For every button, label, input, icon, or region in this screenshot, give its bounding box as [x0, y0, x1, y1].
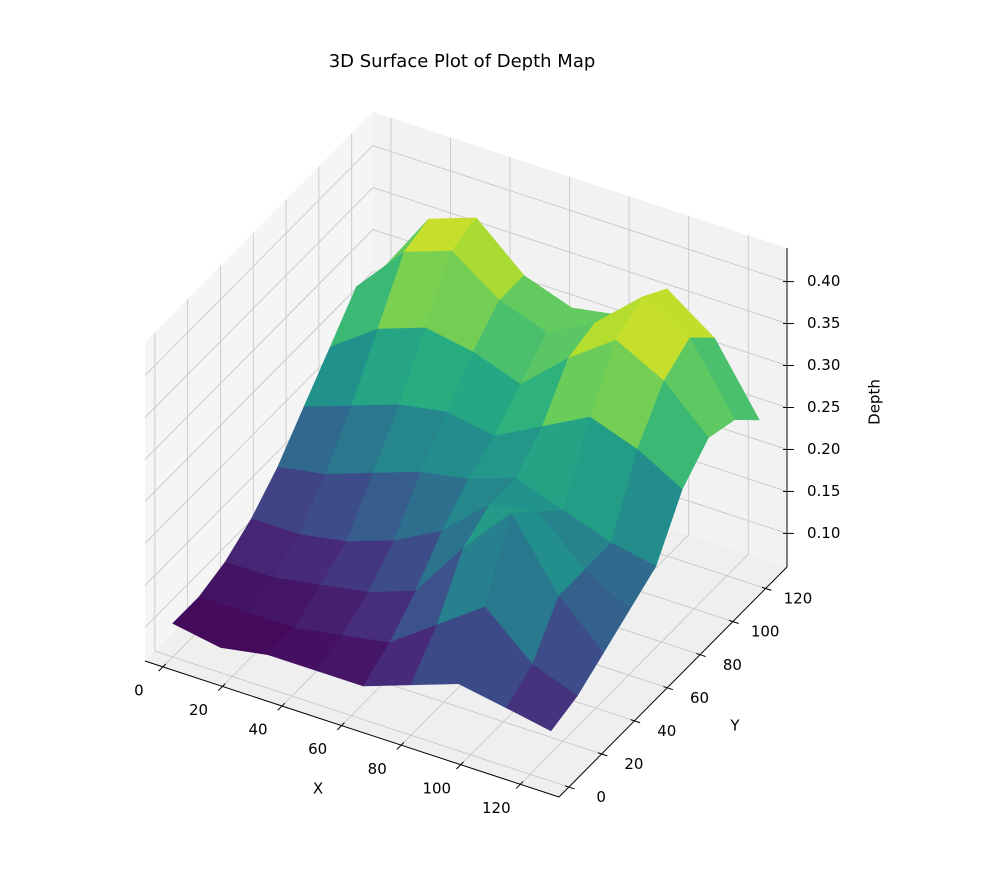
- x-tick-label: 0: [134, 682, 144, 700]
- y-axis-label: Y: [729, 717, 740, 735]
- y-tick-label: 40: [657, 722, 676, 740]
- z-tick-label: 0.20: [807, 440, 840, 458]
- x-tick-label: 100: [422, 779, 451, 797]
- z-tick-label: 0.35: [807, 314, 840, 332]
- x-tick: [456, 761, 464, 770]
- x-tick-label: 80: [368, 760, 387, 778]
- y-tick-label: 100: [751, 623, 780, 641]
- x-tick-label: 120: [482, 799, 511, 817]
- grid-line: [519, 553, 749, 785]
- y-tick-label: 80: [723, 656, 742, 674]
- grid-line: [372, 145, 788, 283]
- y-tick-label: 120: [784, 590, 813, 608]
- grid-line: [144, 271, 374, 502]
- x-axis-label: X: [313, 780, 323, 798]
- z-tick-label: 0.40: [807, 272, 840, 290]
- grid-line: [372, 187, 788, 324]
- x-tick: [217, 683, 226, 692]
- x-tick: [158, 663, 167, 672]
- z-axis-label: Depth: [866, 379, 884, 425]
- y-axis-line: [558, 566, 788, 798]
- y-tick: [728, 619, 739, 624]
- x-axis-line: [144, 660, 560, 798]
- x-tick: [277, 702, 286, 711]
- x-tick: [336, 722, 345, 731]
- x-tick: [515, 781, 524, 789]
- y-tick-label: 60: [690, 689, 709, 707]
- z-tick-label: 0.10: [807, 524, 840, 542]
- grid-line: [144, 229, 374, 460]
- y-tick-label: 20: [624, 755, 643, 773]
- grid-line: [144, 145, 374, 376]
- y-tick-label: 0: [596, 788, 606, 806]
- y-tick: [696, 652, 706, 658]
- grid-line: [154, 650, 569, 788]
- chart-title: 3D Surface Plot of Depth Map: [329, 51, 596, 72]
- y-tick: [630, 719, 641, 724]
- y-tick: [597, 752, 608, 757]
- grid-line: [144, 187, 374, 418]
- z-tick-label: 0.25: [807, 398, 840, 416]
- x-tick-label: 20: [189, 701, 208, 719]
- y-tick: [564, 785, 575, 790]
- surface-patch: [505, 664, 578, 732]
- x-tick: [396, 741, 405, 750]
- x-tick-label: 40: [249, 721, 268, 739]
- y-tick: [663, 686, 674, 691]
- x-tick-label: 60: [308, 740, 327, 758]
- z-tick-label: 0.15: [807, 482, 840, 500]
- y-tick: [761, 586, 772, 591]
- z-tick-label: 0.30: [807, 356, 840, 374]
